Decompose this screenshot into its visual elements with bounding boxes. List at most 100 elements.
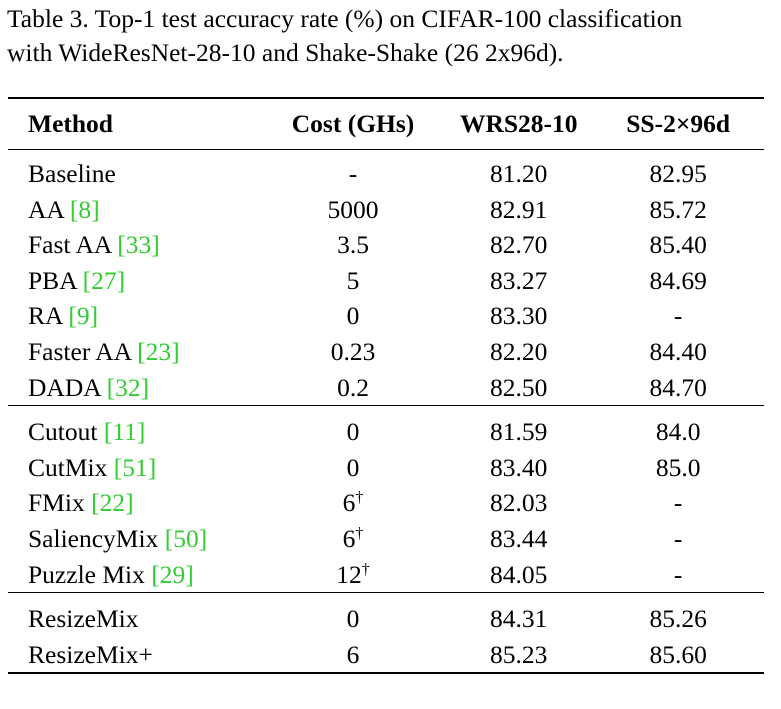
cell-ss-2x96d: - xyxy=(673,559,683,589)
cell-wrs28-10: 82.50 xyxy=(490,372,548,402)
cell-ss-2x96d: 85.0 xyxy=(655,452,701,482)
table-row: DADA [32] 0.2 82.50 84.70 xyxy=(8,370,764,406)
cell-wrs28-10: 82.91 xyxy=(490,194,548,224)
citation-link[interactable]: [32] xyxy=(106,372,150,402)
dagger-mark: † xyxy=(361,560,370,578)
table-row: SaliencyMix [50] 6† 83.44- xyxy=(8,521,764,557)
citation-number: 33 xyxy=(125,230,152,260)
table-row: PBA [27] 5 83.27 84.69 xyxy=(8,263,764,299)
cell-wrs28-10: 83.27 xyxy=(490,265,548,295)
cell-cost: 6† xyxy=(261,521,445,557)
cell-cost: 6† xyxy=(261,485,445,521)
citation-link[interactable]: [27] xyxy=(82,265,126,295)
cost-value: 0 xyxy=(346,417,360,447)
results-table: Method Cost (GHs) WRS28-10 SS-2×96d Base… xyxy=(8,97,764,675)
cell-wrs28-10: 83.40 xyxy=(490,452,548,482)
table-row: RA [9] 0 83.30 - xyxy=(8,298,764,334)
dagger-mark: † xyxy=(355,489,364,507)
cell-wrs28-10: 82.70 xyxy=(490,230,548,260)
table-row: AA [8] 5000 82.91 85.72 xyxy=(8,192,764,228)
method-name: DADA xyxy=(28,372,101,402)
citation-link[interactable]: [8] xyxy=(69,194,100,224)
method-name: Faster AA xyxy=(28,336,131,366)
cell-method: Baseline xyxy=(8,150,261,192)
method-name: CutMix xyxy=(28,452,108,482)
method-name: ResizeMix+ xyxy=(28,639,153,669)
caption-line-2: with WideResNet-28-10 and Shake-Shake (2… xyxy=(7,38,564,67)
cell-method: Puzzle Mix [29] xyxy=(8,557,261,593)
cell-ss-2x96d: 85.60 xyxy=(592,636,764,675)
citation-number: 23 xyxy=(145,336,172,366)
cell-wrs28-10: 84.31 xyxy=(445,592,593,637)
cell-method: PBA [27] xyxy=(8,263,261,299)
citation-number: 50 xyxy=(173,523,199,553)
cell-wrs28-10: 81.59 xyxy=(445,405,593,450)
cost-value: 12 xyxy=(336,559,362,589)
cost-value: 0 xyxy=(346,301,360,331)
cell-ss-2x96d: 82.95 xyxy=(649,159,707,188)
cost-value: 0.2 xyxy=(337,372,369,402)
table-row: Fast AA [33] 3.5 82.70 85.40 xyxy=(8,227,764,263)
cell-cost: 5000 xyxy=(261,192,445,228)
citation-link[interactable]: [23] xyxy=(137,336,180,366)
cell-cost: 5 xyxy=(261,263,445,299)
citation-link[interactable]: [51] xyxy=(113,452,157,482)
cost-value: - xyxy=(348,159,358,188)
cell-method: RA [9] xyxy=(8,298,261,334)
cell-ss-2x96d: 84.40 xyxy=(649,336,707,366)
cell-ss-2x96d: 85.26 xyxy=(592,592,764,637)
cell-method: Fast AA [33] xyxy=(8,227,261,263)
header-row: Method Cost (GHs) WRS28-10 SS-2×96d xyxy=(8,97,764,150)
cell-method: Cutout [11] xyxy=(8,405,261,450)
cell-wrs28-10: 85.23 xyxy=(445,636,593,675)
cost-value: 6 xyxy=(342,523,356,553)
table-row: ResizeMix 0 84.31 85.26 xyxy=(8,592,764,637)
cell-cost: 0.2 xyxy=(261,370,445,406)
cell-ss-2x96d: 84.70 xyxy=(649,372,707,402)
citation-link[interactable]: [29] xyxy=(151,559,194,589)
table-row: Baseline - 81.20 82.95 xyxy=(8,150,764,192)
method-name: AA xyxy=(28,194,64,224)
cost-value: 6 xyxy=(346,639,360,669)
cell-cost: 6 xyxy=(260,636,446,675)
table-row: FMix [22] 6† 82.03- xyxy=(8,485,764,521)
citation-link[interactable]: [33] xyxy=(117,230,160,260)
cost-value: 0 xyxy=(346,604,360,634)
cell-method: DADA [32] xyxy=(8,370,261,406)
cost-value: 6 xyxy=(342,488,356,518)
table-row: Cutout [11] 0 81.59 84.0 xyxy=(8,405,764,450)
citation-link[interactable]: [50] xyxy=(164,523,208,553)
cell-wrs28-10: 83.44 xyxy=(490,523,548,553)
citation-link[interactable]: [22] xyxy=(91,488,134,518)
table-row: Puzzle Mix [29] 12† 84.05- xyxy=(8,557,764,593)
cost-value: 5 xyxy=(346,265,360,295)
cost-value: 3.5 xyxy=(337,230,369,260)
table-caption: Table 3. Top-1 test accuracy rate (%) on… xyxy=(7,2,777,70)
method-name: PBA xyxy=(28,265,77,295)
cell-method: Faster AA [23] xyxy=(8,334,261,370)
method-name: Baseline xyxy=(28,159,116,188)
citation-number: 27 xyxy=(91,265,117,295)
dagger-mark: † xyxy=(355,524,364,542)
citation-number: 8 xyxy=(78,194,92,224)
table-row: Faster AA [23] 0.23 82.20 84.40 xyxy=(8,334,764,370)
citation-link[interactable]: [9] xyxy=(68,301,99,331)
cell-cost: 3.5 xyxy=(261,227,445,263)
cell-wrs28-10: 81.20 xyxy=(490,159,548,188)
cell-cost: 0.23 xyxy=(261,334,445,370)
cell-cost: 0 xyxy=(260,405,446,450)
header-ss-2x96d: SS-2×96d xyxy=(592,97,764,150)
citation-number: 51 xyxy=(122,452,148,482)
method-name: FMix xyxy=(28,488,85,518)
citation-number: 11 xyxy=(112,417,137,447)
cell-cost: 12† xyxy=(261,557,445,593)
cell-method: ResizeMix+ xyxy=(8,636,261,675)
citation-number: 32 xyxy=(115,372,141,402)
caption-line-1: Table 3. Top-1 test accuracy rate (%) on… xyxy=(7,4,683,33)
method-name: ResizeMix xyxy=(28,604,139,634)
method-name: Cutout xyxy=(28,417,98,447)
cell-ss-2x96d: - xyxy=(673,488,683,518)
citation-link[interactable]: [11] xyxy=(103,417,146,447)
cell-ss-2x96d: 84.69 xyxy=(649,265,707,295)
table-row: CutMix [51] 0 83.40 85.0 xyxy=(8,450,764,486)
